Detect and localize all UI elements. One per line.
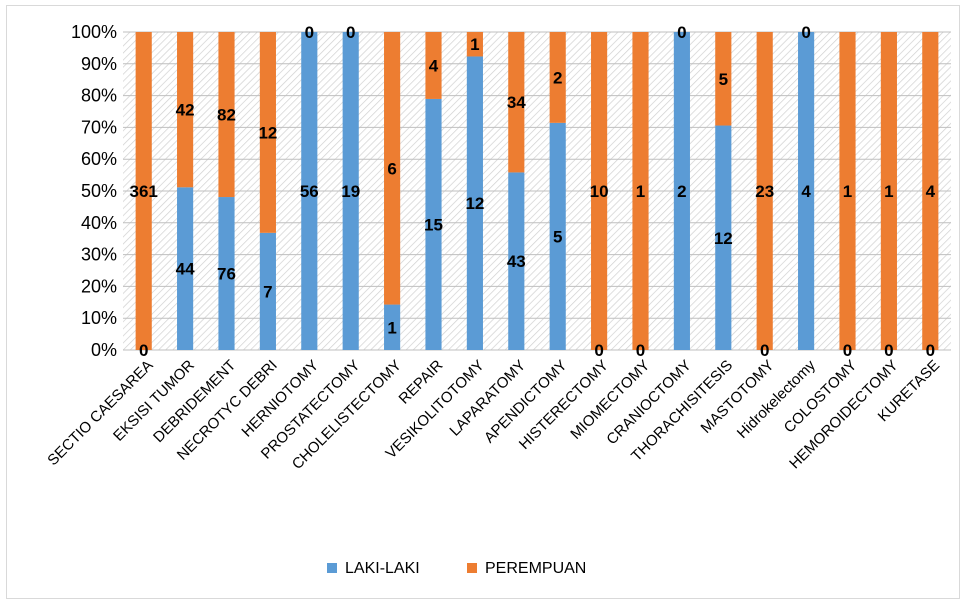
data-label-laki-laki: 43	[507, 252, 526, 271]
bar-perempuan	[632, 32, 649, 350]
y-tick-label: 100%	[71, 22, 117, 42]
legend-swatch	[327, 563, 337, 573]
bar-perempuan	[384, 32, 401, 305]
y-tick-label: 50%	[81, 181, 117, 201]
stacked-bar-chart: 0%10%20%30%40%50%60%70%80%90%100% 036144…	[44, 22, 951, 577]
bars	[135, 32, 939, 351]
data-label-laki-laki: 12	[714, 229, 733, 248]
data-label-laki-laki: 5	[553, 227, 562, 246]
data-label-perempuan: 0	[801, 23, 810, 42]
data-label-laki-laki: 0	[760, 341, 769, 360]
bar-perempuan	[135, 32, 152, 350]
y-tick-label: 90%	[81, 54, 117, 74]
y-tick-label: 30%	[81, 245, 117, 265]
data-label-perempuan: 0	[305, 23, 314, 42]
data-label-laki-laki: 0	[843, 341, 852, 360]
data-label-perempuan: 1	[884, 182, 893, 201]
data-label-perempuan: 6	[387, 159, 396, 178]
bar-perempuan	[466, 32, 483, 57]
data-label-laki-laki: 7	[263, 282, 272, 301]
bar-perempuan	[425, 32, 442, 99]
data-label-laki-laki: 44	[176, 260, 195, 279]
data-label-laki-laki: 15	[424, 215, 443, 234]
data-label-laki-laki: 4	[801, 182, 811, 201]
bar-laki-laki	[715, 125, 732, 350]
data-label-laki-laki: 19	[341, 182, 360, 201]
bar-perempuan	[880, 32, 897, 350]
bar-laki-laki	[673, 32, 690, 350]
data-label-perempuan: 23	[755, 182, 774, 201]
x-tick-label: COLOSTOMY	[781, 357, 861, 437]
y-tick-label: 20%	[81, 276, 117, 296]
chart-frame: 0% 10% 20% 30% 40% 50% 60% 70% 80% 90% 100% 0 361 44…	[6, 5, 960, 599]
data-label-laki-laki: 2	[677, 182, 686, 201]
bar-laki-laki	[218, 197, 235, 350]
bar-laki-laki	[177, 187, 194, 350]
data-label-laki-laki: 12	[465, 194, 484, 213]
data-label-perempuan: 1	[843, 182, 852, 201]
data-label-laki-laki: 0	[636, 341, 645, 360]
bar-perempuan	[591, 32, 608, 350]
bar-laki-laki	[549, 122, 566, 350]
y-axis: 0% 10% 20% 30% 40% 50% 60% 70% 80% 90% 100%	[71, 22, 117, 360]
legend-label: LAKI-LAKI	[345, 560, 420, 577]
data-label-perempuan: 2	[553, 68, 562, 87]
data-label-perempuan: 12	[258, 123, 277, 142]
y-tick-label: 0%	[91, 340, 117, 360]
data-label-perempuan: 82	[217, 106, 236, 125]
bar-perempuan	[756, 32, 773, 350]
data-label-laki-laki: 76	[217, 265, 236, 284]
bar-perempuan	[839, 32, 856, 350]
data-label-perempuan: 1	[470, 35, 479, 54]
y-tick-label: 40%	[81, 213, 117, 233]
bar-perempuan	[218, 32, 235, 198]
legend-label: PEREMPUAN	[485, 560, 586, 577]
bar-perempuan	[259, 32, 276, 233]
bar-laki-laki	[259, 232, 276, 350]
bar-laki-laki	[384, 304, 401, 350]
bar-laki-laki	[301, 32, 318, 350]
data-label-laki-laki: 56	[300, 182, 319, 201]
bar-laki-laki	[508, 172, 525, 350]
y-tick-label: 60%	[81, 149, 117, 169]
data-label-perempuan: 361	[130, 182, 158, 201]
data-label-perempuan: 42	[176, 101, 195, 120]
data-label-laki-laki: 1	[387, 318, 396, 337]
bar-perempuan	[508, 32, 525, 173]
bar-perempuan	[177, 32, 194, 188]
bar-laki-laki	[342, 32, 359, 350]
data-label-laki-laki: 0	[926, 341, 935, 360]
bar-laki-laki	[425, 98, 442, 351]
data-label-perempuan: 0	[346, 23, 355, 42]
data-label-laki-laki: 0	[139, 341, 148, 360]
data-label-perempuan: 5	[719, 70, 728, 89]
y-tick-label: 80%	[81, 86, 117, 106]
data-label-laki-laki: 0	[594, 341, 603, 360]
data-label-perempuan: 10	[590, 182, 609, 201]
y-tick-label: 10%	[81, 308, 117, 328]
data-label-laki-laki: 0	[884, 341, 893, 360]
data-label-perempuan: 1	[636, 182, 645, 201]
bar-perempuan	[549, 32, 566, 123]
data-label-perempuan: 34	[507, 93, 526, 112]
legend-swatch	[467, 563, 477, 573]
bar-laki-laki	[466, 56, 483, 350]
data-label-perempuan: 4	[429, 56, 439, 75]
data-labels: 0361444276827125601901615412143345201001…	[130, 23, 936, 360]
bar-perempuan	[922, 32, 939, 350]
bar-perempuan	[715, 32, 732, 126]
data-label-perempuan: 4	[926, 182, 936, 201]
data-label-perempuan: 0	[677, 23, 686, 42]
legend: LAKI-LAKI PEREMPUAN	[327, 560, 586, 577]
y-tick-label: 70%	[81, 117, 117, 137]
bar-laki-laki	[798, 32, 815, 350]
